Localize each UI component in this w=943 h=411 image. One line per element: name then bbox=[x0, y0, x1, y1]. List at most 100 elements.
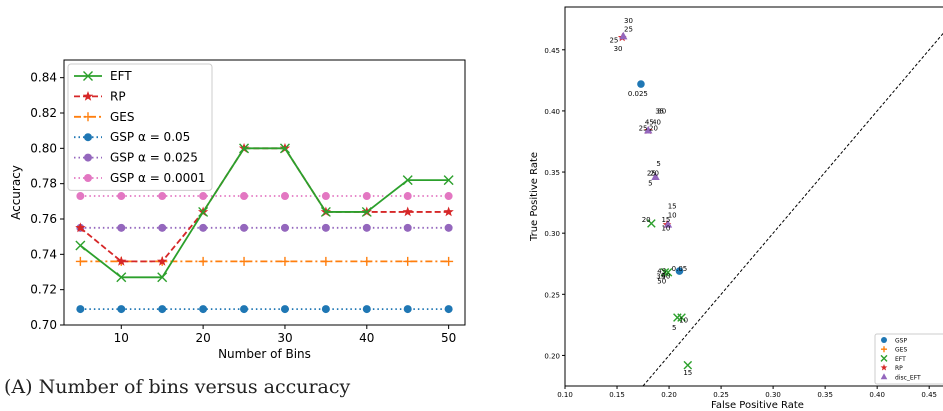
x-tick-label: 0.30 bbox=[765, 391, 781, 399]
data-point bbox=[76, 305, 84, 313]
plot-frame bbox=[565, 7, 943, 386]
data-point bbox=[363, 305, 371, 313]
data-point bbox=[76, 257, 85, 266]
y-tick-label: 0.74 bbox=[30, 247, 57, 261]
series-gsp-alpha-0-0001 bbox=[76, 192, 452, 200]
data-point bbox=[322, 224, 330, 232]
point-label: 5 bbox=[656, 160, 660, 168]
y-tick-label: 0.82 bbox=[30, 106, 57, 120]
data-point bbox=[199, 224, 207, 232]
x-tick-label: 50 bbox=[441, 331, 456, 345]
point-label: 25 bbox=[609, 36, 618, 44]
y-tick-label: 0.20 bbox=[544, 352, 560, 360]
data-point bbox=[445, 305, 453, 313]
legend-label: GSP α = 0.0001 bbox=[110, 171, 206, 185]
tpr-vs-fpr-chart: 0.10 0.15 0.20 0.25 0.30 0.35 0.40 0.45 0.20 0.25… bbox=[529, 7, 943, 411]
data-point bbox=[240, 257, 249, 266]
y-tick-label: 0.35 bbox=[544, 169, 560, 177]
diagonal-reference-line bbox=[643, 25, 943, 386]
x-tick-label: 0.35 bbox=[817, 391, 833, 399]
data-point bbox=[281, 305, 289, 313]
point-label: 15 bbox=[668, 203, 677, 211]
data-point bbox=[280, 257, 289, 266]
point-label: 10 bbox=[679, 316, 688, 324]
legend-label: GES bbox=[895, 347, 907, 354]
y-axis-label: True Positive Rate bbox=[529, 152, 540, 242]
legend: EFT RP GES GSP α = 0.05 GSP α = 0.025 GSP α =… bbox=[68, 64, 212, 190]
data-point bbox=[321, 257, 330, 266]
point-label: 30 bbox=[624, 17, 633, 25]
data-point bbox=[76, 192, 84, 200]
data-point bbox=[684, 361, 692, 369]
data-point bbox=[158, 224, 166, 232]
data-point bbox=[281, 192, 289, 200]
point-label: 15 bbox=[661, 216, 670, 224]
data-point bbox=[445, 192, 453, 200]
y-tick-label: 0.70 bbox=[30, 318, 57, 332]
accuracy-vs-bins-chart: 10 20 30 40 50 0.70 0.72 0.74 0.76 0.78 0.80 0.82 0.… bbox=[9, 60, 465, 361]
figure-caption: (A) Number of bins versus accuracy rate … bbox=[4, 376, 354, 398]
y-tick-label: 0.84 bbox=[30, 71, 57, 85]
data-point bbox=[322, 305, 330, 313]
x-tick-label: 0.15 bbox=[609, 391, 625, 399]
data-point bbox=[444, 257, 453, 266]
point-label: 0.025 bbox=[628, 90, 648, 98]
legend-label: EFT bbox=[895, 356, 906, 363]
x-axis-label: False Positive Rate bbox=[711, 400, 804, 411]
series-eft bbox=[648, 220, 692, 369]
point-label: 20 bbox=[649, 124, 658, 132]
x-tick-label: 0.10 bbox=[557, 391, 573, 399]
data-point bbox=[322, 192, 330, 200]
point-label: 30 bbox=[657, 107, 666, 115]
legend-marker bbox=[881, 337, 887, 343]
data-point bbox=[404, 224, 412, 232]
legend-label: EFT bbox=[110, 69, 132, 83]
legend-label: GSP bbox=[895, 338, 907, 345]
point-label: 30 bbox=[614, 45, 623, 53]
point-label: 5 bbox=[648, 179, 652, 187]
point-label: 20 bbox=[642, 216, 651, 224]
y-tick-label: 0.30 bbox=[544, 230, 560, 238]
data-point bbox=[117, 224, 125, 232]
data-point bbox=[199, 192, 207, 200]
x-tick-label: 10 bbox=[114, 331, 129, 345]
y-tick-label: 0.40 bbox=[544, 108, 560, 116]
point-label: 15 bbox=[683, 369, 692, 377]
legend-marker bbox=[84, 174, 92, 182]
x-tick-label: 40 bbox=[359, 331, 374, 345]
legend-label: GSP α = 0.025 bbox=[110, 151, 198, 165]
x-axis-label: Number of Bins bbox=[218, 347, 311, 361]
data-point bbox=[637, 80, 645, 88]
caption-label: (A) bbox=[4, 376, 33, 398]
point-label: 25 bbox=[639, 124, 648, 132]
y-tick-label: 0.45 bbox=[544, 47, 560, 55]
caption-text: Number of bins versus accuracy rate of bbox=[39, 376, 354, 398]
data-point bbox=[363, 224, 371, 232]
x-tick-label: 0.25 bbox=[713, 391, 729, 399]
legend-marker bbox=[84, 154, 92, 162]
point-label: 20 bbox=[650, 170, 659, 178]
data-point bbox=[403, 207, 413, 217]
data-point bbox=[199, 257, 208, 266]
y-tick-label: 0.78 bbox=[30, 177, 57, 191]
data-point bbox=[445, 224, 453, 232]
legend-label: RP bbox=[895, 365, 903, 372]
y-tick-label: 0.76 bbox=[30, 212, 57, 226]
data-point bbox=[158, 192, 166, 200]
point-label: 10 bbox=[661, 225, 670, 233]
y-axis-label: Accuracy bbox=[9, 165, 23, 220]
data-point bbox=[444, 207, 454, 217]
data-point bbox=[403, 257, 412, 266]
data-point bbox=[240, 305, 248, 313]
data-point bbox=[404, 305, 412, 313]
legend-marker bbox=[84, 133, 92, 141]
data-point bbox=[404, 192, 412, 200]
data-point bbox=[76, 241, 85, 250]
x-tick-label: 30 bbox=[277, 331, 292, 345]
point-label: 5 bbox=[672, 324, 676, 332]
data-point bbox=[240, 224, 248, 232]
data-point bbox=[362, 257, 371, 266]
data-point bbox=[240, 192, 248, 200]
